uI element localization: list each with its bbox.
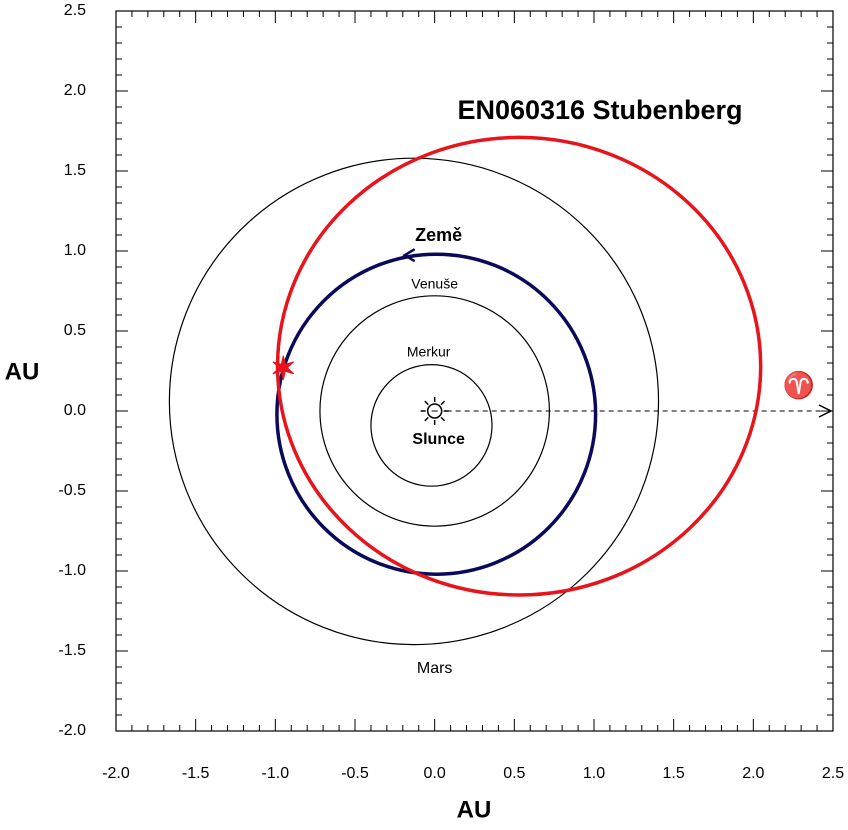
y-tick-label: -2.0 — [58, 722, 86, 739]
y-axis-label: AU — [5, 358, 40, 385]
chart-title: EN060316 Stubenberg — [457, 95, 742, 125]
orbit-label: Mars — [417, 660, 453, 677]
orbit — [370, 364, 493, 487]
equinox-symbol: ♈ — [783, 370, 815, 400]
x-tick-label: -1.0 — [262, 765, 290, 782]
x-tick-label: 1.5 — [663, 765, 685, 782]
sun-ray — [440, 400, 446, 406]
orbit — [275, 135, 763, 597]
x-axis-label: AU — [457, 796, 492, 823]
sun-ray — [440, 416, 446, 422]
orbit — [275, 252, 598, 576]
x-tick-label: 2.5 — [822, 765, 844, 782]
y-tick-label: -0.5 — [58, 482, 86, 499]
y-tick-label: 2.5 — [64, 2, 86, 19]
orbit — [168, 157, 660, 646]
y-tick-label: -1.5 — [58, 642, 86, 659]
orbit-label: Země — [415, 225, 462, 245]
impact-star — [272, 355, 295, 380]
y-tick-label: -1.0 — [58, 562, 86, 579]
equinox-arrowhead — [818, 404, 833, 418]
x-tick-label: 0.0 — [424, 765, 446, 782]
orbit-direction — [402, 248, 416, 263]
x-tick-label: -2.0 — [102, 765, 130, 782]
sun-symbol — [420, 397, 449, 425]
orbit-label: Merkur — [407, 344, 451, 360]
x-tick-label: 1.0 — [583, 765, 605, 782]
y-tick-label: 2.0 — [64, 82, 86, 99]
sun-ray — [424, 400, 429, 406]
x-tick-label: -1.5 — [182, 765, 210, 782]
x-tick-label: 2.0 — [742, 765, 764, 782]
x-tick-label: -0.5 — [341, 765, 369, 782]
orbit-label: Venuše — [411, 276, 458, 292]
sun-ray — [424, 416, 429, 422]
orbit — [319, 295, 550, 527]
y-tick-label: 0.5 — [64, 322, 86, 339]
x-tick-label: 0.5 — [503, 765, 525, 782]
y-tick-label: 0.0 — [64, 402, 86, 419]
plot-frame — [115, 10, 834, 732]
y-tick-label: 1.0 — [64, 242, 86, 259]
sun-label: Slunce — [412, 431, 465, 448]
y-tick-label: 1.5 — [64, 162, 86, 179]
